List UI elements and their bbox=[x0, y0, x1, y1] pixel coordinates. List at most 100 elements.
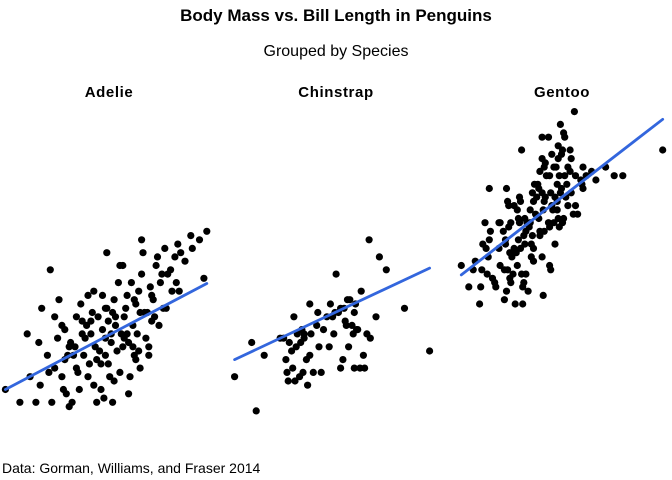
point-gentoo-0 bbox=[457, 261, 465, 270]
point-chinstrap-23 bbox=[315, 343, 323, 351]
point-gentoo-69 bbox=[571, 202, 580, 210]
point-adelie-127 bbox=[51, 313, 59, 321]
point-adelie-63 bbox=[175, 287, 183, 295]
point-chinstrap-49 bbox=[366, 334, 374, 342]
point-gentoo-117 bbox=[579, 163, 587, 171]
point-chinstrap-2 bbox=[252, 407, 260, 415]
point-adelie-107 bbox=[101, 351, 109, 359]
point-adelie-106 bbox=[93, 356, 101, 364]
point-chinstrap-68 bbox=[300, 330, 308, 338]
point-adelie-39 bbox=[127, 279, 135, 287]
point-chinstrap-66 bbox=[350, 364, 358, 372]
point-adelie-34 bbox=[116, 368, 124, 376]
panel-chinstrap: Chinstrap bbox=[231, 84, 434, 415]
point-adelie-98 bbox=[45, 368, 53, 376]
point-adelie-49 bbox=[142, 334, 150, 342]
point-gentoo-134 bbox=[546, 261, 554, 270]
point-gentoo-143 bbox=[507, 219, 515, 227]
trend-line-chinstrap bbox=[233, 266, 432, 362]
point-adelie-58 bbox=[161, 244, 169, 252]
point-gentoo-132 bbox=[529, 244, 538, 252]
point-gentoo-76 bbox=[619, 172, 627, 180]
point-gentoo-126 bbox=[519, 300, 527, 308]
point-gentoo-95 bbox=[518, 146, 526, 154]
point-gentoo-39 bbox=[528, 232, 537, 240]
point-adelie-7 bbox=[58, 373, 66, 381]
point-gentoo-144 bbox=[556, 120, 565, 128]
point-chinstrap-5 bbox=[282, 356, 290, 364]
point-adelie-70 bbox=[85, 360, 93, 368]
point-adelie-54 bbox=[152, 261, 160, 270]
point-adelie-57 bbox=[158, 270, 166, 278]
point-adelie-116 bbox=[97, 385, 105, 394]
point-gentoo-5 bbox=[478, 266, 486, 274]
point-adelie-129 bbox=[23, 330, 31, 338]
point-adelie-121 bbox=[135, 347, 143, 355]
point-adelie-31 bbox=[110, 296, 118, 304]
point-adelie-131 bbox=[38, 304, 46, 312]
point-chinstrap-51 bbox=[375, 253, 383, 261]
point-gentoo-150 bbox=[566, 167, 574, 175]
point-adelie-26 bbox=[98, 326, 107, 334]
point-gentoo-141 bbox=[536, 167, 544, 175]
point-adelie-21 bbox=[72, 313, 80, 321]
point-chinstrap-65 bbox=[299, 368, 307, 376]
point-chinstrap-57 bbox=[342, 321, 350, 329]
point-gentoo-87 bbox=[526, 206, 534, 214]
point-gentoo-65 bbox=[563, 180, 571, 188]
panel-gentoo: Gentoo bbox=[457, 84, 667, 308]
point-adelie-71 bbox=[100, 394, 108, 402]
point-chinstrap-29 bbox=[330, 330, 338, 338]
point-chinstrap-19 bbox=[306, 300, 314, 308]
point-gentoo-127 bbox=[558, 146, 567, 154]
point-adelie-28 bbox=[104, 360, 112, 368]
panel-title-gentoo: Gentoo bbox=[534, 84, 590, 101]
point-gentoo-109 bbox=[551, 240, 559, 248]
point-gentoo-139 bbox=[574, 210, 582, 218]
point-gentoo-83 bbox=[567, 155, 575, 163]
point-chinstrap-1 bbox=[248, 338, 256, 347]
point-chinstrap-60 bbox=[284, 377, 292, 385]
point-adelie-66 bbox=[200, 274, 208, 282]
point-adelie-84 bbox=[151, 313, 159, 321]
point-adelie-33 bbox=[113, 347, 121, 355]
point-adelie-61 bbox=[171, 253, 179, 261]
point-adelie-99 bbox=[71, 343, 79, 351]
point-gentoo-111 bbox=[500, 266, 508, 274]
point-gentoo-59 bbox=[555, 172, 563, 180]
point-adelie-32 bbox=[111, 321, 120, 329]
point-chinstrap-22 bbox=[313, 321, 321, 329]
point-gentoo-89 bbox=[546, 172, 554, 180]
trend-line-gentoo bbox=[459, 117, 665, 277]
point-gentoo-129 bbox=[570, 108, 579, 116]
point-adelie-103 bbox=[130, 296, 138, 304]
point-adelie-47 bbox=[139, 249, 147, 257]
point-gentoo-135 bbox=[495, 219, 503, 227]
point-adelie-20 bbox=[58, 321, 66, 329]
point-adelie-89 bbox=[88, 308, 96, 317]
point-adelie-65 bbox=[188, 244, 196, 252]
panel-adelie: Adelie bbox=[1, 84, 211, 411]
point-adelie-125 bbox=[107, 338, 115, 347]
point-adelie-76 bbox=[68, 398, 76, 406]
point-gentoo-96 bbox=[505, 202, 513, 210]
point-chinstrap-41 bbox=[350, 308, 358, 317]
point-adelie-22 bbox=[77, 300, 85, 308]
point-adelie-56 bbox=[156, 279, 164, 287]
point-adelie-69 bbox=[94, 313, 102, 321]
point-chinstrap-48 bbox=[365, 236, 373, 244]
point-gentoo-113 bbox=[522, 270, 530, 278]
point-chinstrap-24 bbox=[317, 368, 325, 376]
point-gentoo-17 bbox=[500, 296, 508, 304]
point-chinstrap-54 bbox=[426, 347, 434, 355]
point-gentoo-4 bbox=[476, 300, 484, 308]
point-adelie-12 bbox=[80, 351, 88, 359]
point-gentoo-119 bbox=[553, 180, 561, 188]
point-adelie-55 bbox=[155, 321, 163, 329]
point-chinstrap-58 bbox=[314, 308, 322, 317]
points-chinstrap bbox=[231, 236, 434, 415]
point-chinstrap-39 bbox=[348, 321, 356, 329]
point-adelie-75 bbox=[145, 351, 153, 359]
point-adelie-134 bbox=[172, 279, 180, 287]
